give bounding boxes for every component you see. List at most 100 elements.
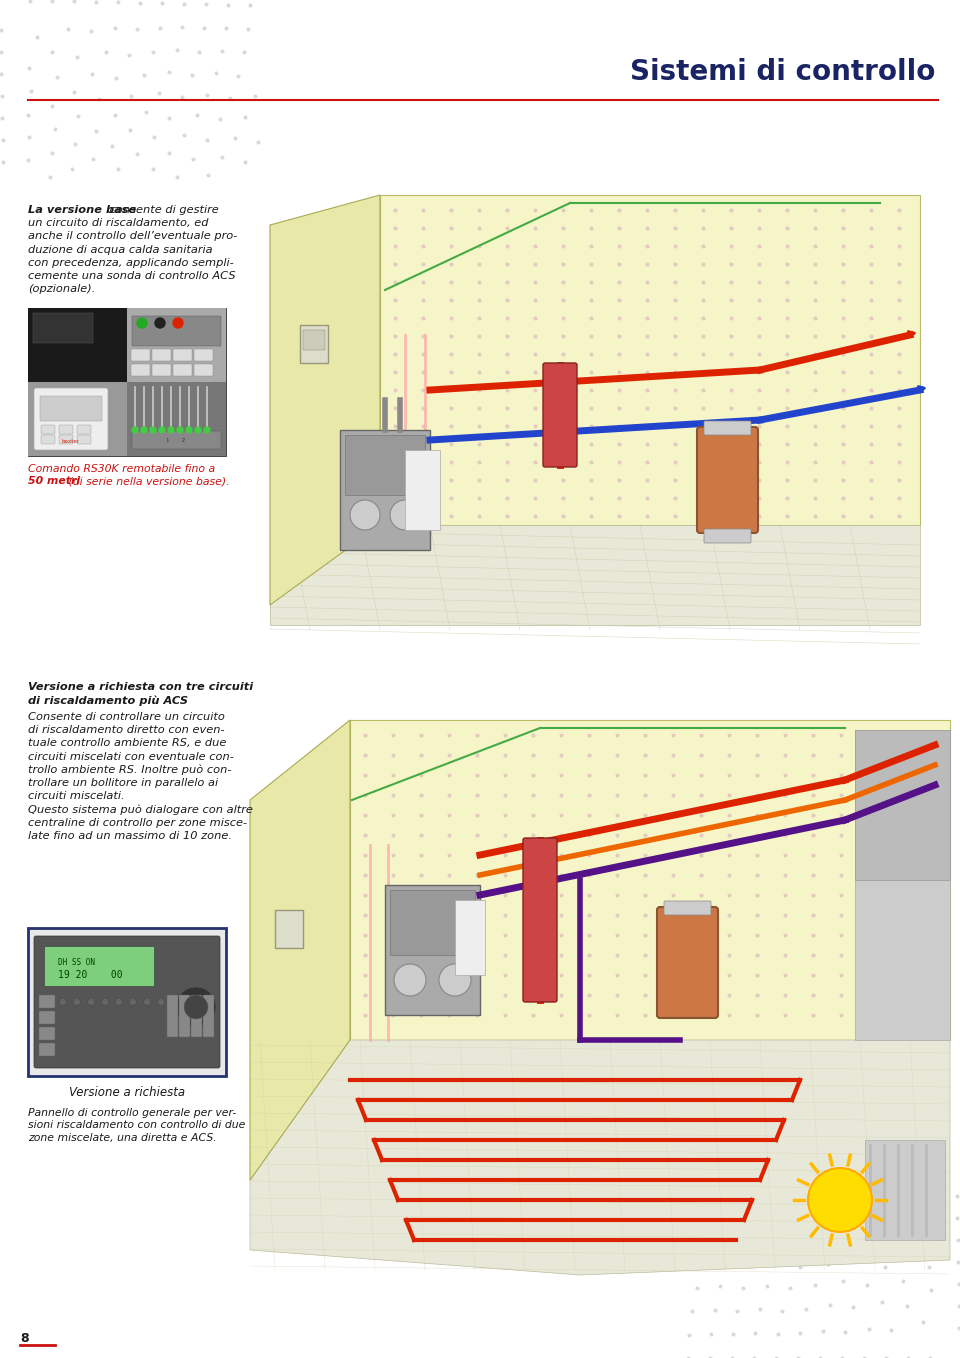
Circle shape (184, 995, 208, 1018)
Text: 19 20    00: 19 20 00 (58, 970, 123, 980)
FancyBboxPatch shape (34, 388, 108, 449)
FancyBboxPatch shape (59, 435, 73, 444)
Text: consente di gestire: consente di gestire (106, 205, 218, 215)
Circle shape (159, 426, 165, 433)
Text: circuiti miscelati con eventuale con-: circuiti miscelati con eventuale con- (28, 751, 234, 762)
FancyBboxPatch shape (523, 838, 557, 1002)
FancyBboxPatch shape (132, 316, 221, 346)
Text: zone miscelate, una diretta e ACS.: zone miscelate, una diretta e ACS. (28, 1133, 217, 1143)
Circle shape (87, 998, 94, 1005)
Circle shape (204, 426, 210, 433)
Circle shape (141, 426, 147, 433)
FancyBboxPatch shape (44, 947, 154, 986)
FancyBboxPatch shape (39, 1010, 55, 1024)
FancyBboxPatch shape (855, 731, 950, 1040)
FancyBboxPatch shape (167, 995, 178, 1038)
Text: Questo sistema può dialogare con altre: Questo sistema può dialogare con altre (28, 804, 252, 815)
FancyBboxPatch shape (173, 349, 192, 361)
FancyBboxPatch shape (203, 995, 214, 1038)
FancyBboxPatch shape (179, 995, 190, 1038)
Text: baxter: baxter (61, 439, 79, 444)
FancyBboxPatch shape (132, 430, 221, 449)
Text: Versione a richiesta con tre circuiti: Versione a richiesta con tre circuiti (28, 682, 253, 693)
FancyBboxPatch shape (33, 312, 93, 344)
Text: late fino ad un massimo di 10 zone.: late fino ad un massimo di 10 zone. (28, 831, 232, 841)
FancyBboxPatch shape (77, 425, 91, 435)
Circle shape (177, 426, 183, 433)
FancyBboxPatch shape (390, 889, 475, 955)
Text: tuale controllo ambiente RS, e due: tuale controllo ambiente RS, e due (28, 739, 227, 748)
Text: Comando RS30K remotabile fino a: Comando RS30K remotabile fino a (28, 464, 215, 474)
FancyBboxPatch shape (77, 435, 91, 444)
FancyBboxPatch shape (697, 426, 758, 532)
Text: DH SS ON: DH SS ON (58, 957, 95, 967)
Circle shape (155, 318, 165, 329)
Polygon shape (270, 225, 510, 606)
Circle shape (137, 318, 147, 329)
Text: circuiti miscelati.: circuiti miscelati. (28, 792, 125, 801)
Circle shape (130, 998, 136, 1005)
FancyBboxPatch shape (131, 349, 150, 361)
Text: sioni riscaldamento con controllo di due: sioni riscaldamento con controllo di due (28, 1120, 246, 1130)
FancyBboxPatch shape (303, 330, 325, 350)
FancyBboxPatch shape (39, 995, 55, 1008)
Circle shape (102, 998, 108, 1005)
Text: (di serie nella versione base).: (di serie nella versione base). (64, 477, 229, 486)
Circle shape (157, 998, 164, 1005)
FancyBboxPatch shape (194, 349, 213, 361)
FancyBboxPatch shape (40, 397, 102, 421)
FancyBboxPatch shape (275, 910, 303, 948)
FancyBboxPatch shape (405, 449, 440, 530)
Text: 50 metri: 50 metri (28, 477, 80, 486)
FancyBboxPatch shape (455, 900, 485, 975)
FancyBboxPatch shape (127, 382, 226, 456)
FancyBboxPatch shape (39, 1043, 55, 1057)
FancyBboxPatch shape (28, 308, 226, 456)
FancyBboxPatch shape (704, 530, 751, 543)
FancyBboxPatch shape (152, 349, 171, 361)
FancyBboxPatch shape (543, 363, 577, 467)
FancyBboxPatch shape (41, 435, 55, 444)
FancyBboxPatch shape (865, 1139, 945, 1240)
Text: cemente una sonda di controllo ACS: cemente una sonda di controllo ACS (28, 272, 235, 281)
FancyBboxPatch shape (345, 435, 425, 496)
Text: 8: 8 (20, 1332, 29, 1344)
FancyBboxPatch shape (59, 425, 73, 435)
FancyBboxPatch shape (152, 364, 171, 376)
Polygon shape (250, 720, 350, 1180)
Circle shape (143, 998, 151, 1005)
Polygon shape (250, 1040, 950, 1275)
Text: 1       2: 1 2 (166, 437, 185, 443)
Circle shape (173, 318, 183, 329)
Text: trollo ambiente RS. Inoltre può con-: trollo ambiente RS. Inoltre può con- (28, 765, 231, 775)
FancyBboxPatch shape (300, 325, 328, 363)
Circle shape (186, 426, 192, 433)
Circle shape (394, 964, 426, 995)
Polygon shape (270, 526, 920, 625)
Text: (opzionale).: (opzionale). (28, 284, 95, 295)
Circle shape (150, 426, 156, 433)
Circle shape (176, 987, 216, 1027)
Text: centraline di controllo per zone misce-: centraline di controllo per zone misce- (28, 818, 247, 827)
FancyBboxPatch shape (39, 1027, 55, 1040)
Text: La versione base: La versione base (28, 205, 136, 215)
Text: Pannello di controllo generale per ver-: Pannello di controllo generale per ver- (28, 1108, 236, 1118)
Circle shape (115, 998, 123, 1005)
Polygon shape (270, 225, 620, 335)
Circle shape (808, 1168, 872, 1232)
FancyBboxPatch shape (194, 364, 213, 376)
Polygon shape (380, 196, 920, 526)
Text: duzione di acqua calda sanitaria: duzione di acqua calda sanitaria (28, 244, 212, 254)
Text: di riscaldamento diretto con even-: di riscaldamento diretto con even- (28, 725, 225, 735)
FancyBboxPatch shape (131, 364, 150, 376)
FancyBboxPatch shape (657, 907, 718, 1018)
Text: Versione a richiesta: Versione a richiesta (69, 1086, 185, 1099)
Circle shape (439, 964, 471, 995)
Circle shape (132, 426, 138, 433)
FancyBboxPatch shape (855, 731, 950, 880)
FancyBboxPatch shape (34, 936, 220, 1067)
FancyBboxPatch shape (340, 430, 430, 550)
Text: con precedenza, applicando sempli-: con precedenza, applicando sempli- (28, 258, 233, 268)
FancyBboxPatch shape (664, 900, 711, 915)
Polygon shape (350, 720, 950, 1040)
